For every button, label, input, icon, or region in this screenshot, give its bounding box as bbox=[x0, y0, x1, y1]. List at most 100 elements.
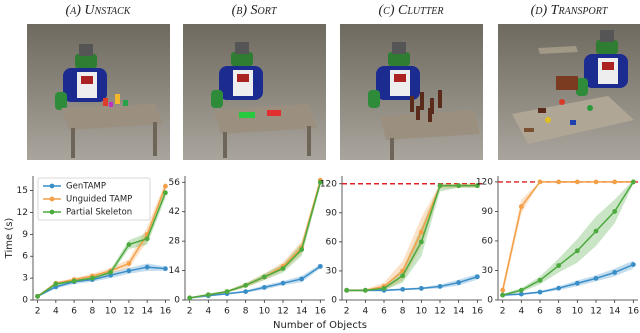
x-tick-label: 8 bbox=[243, 307, 249, 317]
scene-transport bbox=[498, 24, 640, 160]
x-tick-label: 16 bbox=[160, 307, 172, 317]
legend-box bbox=[37, 177, 151, 221]
y-tick-label: 15 bbox=[17, 186, 28, 196]
x-tick-label: 4 bbox=[53, 307, 59, 317]
data-point bbox=[593, 179, 599, 185]
x-tick-label: 6 bbox=[537, 307, 543, 317]
x-tick-label: 4 bbox=[518, 307, 524, 317]
x-tick-label: 16 bbox=[628, 307, 640, 317]
y-tick-label: 56 bbox=[169, 178, 181, 188]
data-point bbox=[187, 295, 193, 301]
y-tick-label: 9 bbox=[22, 230, 28, 240]
data-point bbox=[518, 204, 524, 209]
data-point bbox=[456, 280, 462, 285]
x-tick-label: 4 bbox=[205, 307, 211, 317]
data-point bbox=[261, 274, 267, 280]
data-point bbox=[89, 275, 95, 281]
x-tick-label: 6 bbox=[381, 307, 387, 317]
x-tick-label: 2 bbox=[344, 307, 350, 317]
series-line bbox=[37, 266, 166, 298]
x-tick-label: 10 bbox=[105, 307, 117, 317]
data-point bbox=[556, 179, 562, 185]
y-tick-label: 12 bbox=[17, 208, 28, 218]
y-tick-label: 28 bbox=[169, 237, 181, 247]
legend-marker bbox=[49, 196, 55, 202]
x-tick-label: 2 bbox=[187, 307, 193, 317]
series-line bbox=[189, 182, 322, 299]
confidence-band bbox=[189, 178, 321, 299]
data-point bbox=[381, 285, 387, 291]
data-point bbox=[261, 284, 267, 290]
confidence-band bbox=[346, 183, 478, 292]
data-point bbox=[537, 179, 543, 185]
confidence-band bbox=[502, 179, 634, 297]
data-point bbox=[299, 276, 305, 282]
confidence-band bbox=[37, 263, 166, 298]
legend-label: GenTAMP bbox=[66, 182, 106, 192]
x-tick-label: 12 bbox=[123, 307, 134, 317]
x-tick-label: 8 bbox=[400, 307, 406, 317]
data-point bbox=[574, 280, 580, 286]
data-point bbox=[474, 274, 480, 280]
x-tick-label: 14 bbox=[609, 307, 621, 317]
data-point bbox=[418, 239, 424, 245]
data-point bbox=[418, 285, 424, 291]
data-point bbox=[163, 266, 168, 272]
panel-title: (a) Unstack bbox=[66, 3, 132, 18]
x-tick-label: 4 bbox=[362, 307, 368, 317]
y-tick-label: 0 bbox=[174, 296, 180, 306]
data-point bbox=[612, 270, 618, 275]
panel-title: (c) Clutter bbox=[379, 3, 444, 18]
data-point bbox=[400, 286, 406, 292]
scene-unstack bbox=[27, 24, 170, 160]
y-tick-label: 60 bbox=[482, 236, 494, 246]
legend-label: Partial Skeleton bbox=[66, 208, 132, 218]
data-point bbox=[612, 209, 618, 214]
data-point bbox=[126, 242, 132, 247]
series-line bbox=[346, 184, 478, 292]
y-tick-label: 30 bbox=[482, 266, 494, 276]
data-point bbox=[537, 277, 543, 283]
confidence-band bbox=[502, 181, 634, 296]
data-point bbox=[437, 183, 443, 189]
data-point bbox=[243, 289, 249, 294]
x-tick-label: 16 bbox=[315, 307, 327, 317]
y-tick-label: 120 bbox=[320, 179, 337, 189]
y-tick-label: 60 bbox=[326, 237, 338, 247]
confidence-band bbox=[346, 273, 478, 292]
y-tick-label: 90 bbox=[482, 207, 494, 217]
data-point bbox=[500, 287, 506, 293]
y-tick-label: 0 bbox=[331, 296, 337, 306]
x-tick-label: 16 bbox=[472, 307, 484, 317]
y-tick-label: 3 bbox=[22, 274, 28, 284]
x-tick-label: 2 bbox=[35, 307, 41, 317]
scene-images bbox=[27, 24, 640, 160]
data-point bbox=[126, 268, 132, 274]
y-tick-label: 6 bbox=[22, 252, 28, 262]
series-line bbox=[346, 184, 478, 292]
x-axis-title: Number of Objects bbox=[273, 320, 367, 331]
data-point bbox=[593, 275, 599, 281]
x-tick-label: 2 bbox=[500, 307, 506, 317]
data-point bbox=[280, 266, 286, 271]
x-tick-label: 12 bbox=[590, 307, 601, 317]
data-point bbox=[556, 263, 562, 268]
y-tick-label: 14 bbox=[169, 266, 181, 276]
data-point bbox=[163, 183, 168, 189]
series-line bbox=[502, 263, 634, 296]
confidence-band bbox=[346, 183, 478, 292]
panel-title: (d) Transport bbox=[531, 3, 609, 18]
x-tick-label: 10 bbox=[572, 307, 584, 317]
x-tick-label: 14 bbox=[296, 307, 308, 317]
x-tick-label: 6 bbox=[224, 307, 230, 317]
data-point bbox=[630, 262, 636, 267]
scene-sort bbox=[183, 24, 326, 160]
series-line bbox=[189, 265, 321, 299]
data-point bbox=[500, 292, 506, 298]
x-tick-label: 10 bbox=[416, 307, 428, 317]
data-point bbox=[593, 228, 599, 234]
data-point bbox=[518, 291, 524, 297]
x-tick-label: 12 bbox=[434, 307, 445, 317]
series-line bbox=[37, 192, 167, 297]
data-point bbox=[317, 263, 323, 269]
